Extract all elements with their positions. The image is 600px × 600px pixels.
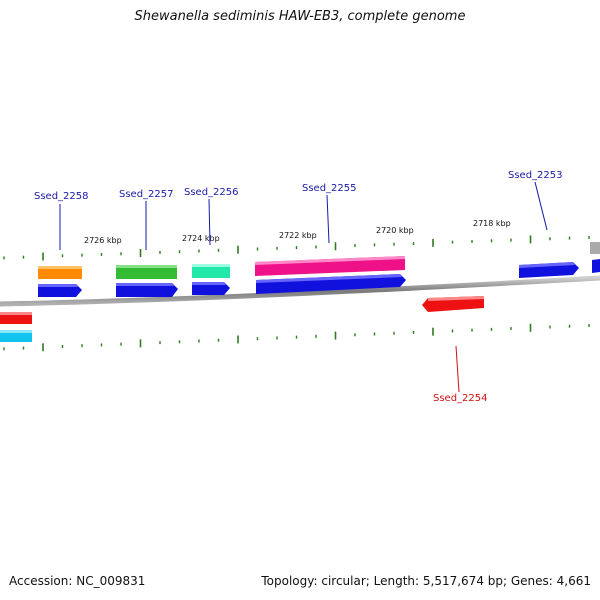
gene-feature-ssed-2257[interactable] — [116, 265, 177, 279]
cds-arrow[interactable] — [256, 274, 406, 294]
kbp-label: 2726 kbp — [84, 236, 122, 245]
kbp-label: 2724 kbp — [182, 234, 220, 243]
topology-text: Topology: circular; Length: 5,517,674 bp… — [261, 574, 591, 588]
gene-feature-left-red — [0, 312, 32, 324]
forward-tick-row — [3, 235, 590, 261]
leader-line — [455, 345, 460, 393]
cds-arrow[interactable] — [38, 284, 82, 297]
kbp-label: 2720 kbp — [376, 226, 414, 235]
gene-feature-upper-right-gray — [590, 242, 600, 254]
gene-label[interactable]: Ssed_2257 — [119, 189, 174, 200]
gene-label[interactable]: Ssed_2255 — [302, 183, 357, 194]
kbp-label: 2722 kbp — [279, 231, 317, 240]
kbp-label: 2718 kbp — [473, 219, 511, 228]
cds-arrow[interactable] — [116, 283, 178, 297]
gene-feature-left-cyan — [0, 330, 32, 342]
cds-arrow[interactable] — [192, 282, 230, 295]
cds-arrow[interactable] — [592, 259, 600, 273]
gene-feature-ssed-2258[interactable] — [38, 266, 82, 279]
genome-backbone — [0, 275, 600, 307]
gene-feature-ssed-2254[interactable] — [422, 296, 484, 312]
gene-label[interactable]: Ssed_2256 — [184, 187, 239, 198]
leader-line — [534, 181, 548, 231]
cds-arrow[interactable] — [519, 262, 579, 278]
gene-label[interactable]: Ssed_2253 — [508, 170, 563, 181]
gene-feature-ssed-2256[interactable] — [192, 264, 230, 278]
leader-line — [208, 198, 211, 246]
gene-label[interactable]: Ssed_2258 — [34, 191, 89, 202]
reverse-tick-row — [3, 323, 590, 352]
map-title: Shewanella sediminis HAW-EB3, complete g… — [134, 9, 466, 24]
gene-feature-ssed-2255[interactable] — [255, 256, 405, 276]
accession-text: Accession: NC_009831 — [9, 574, 146, 588]
gene-label[interactable]: Ssed_2254 — [433, 393, 488, 404]
leader-line — [326, 194, 330, 244]
